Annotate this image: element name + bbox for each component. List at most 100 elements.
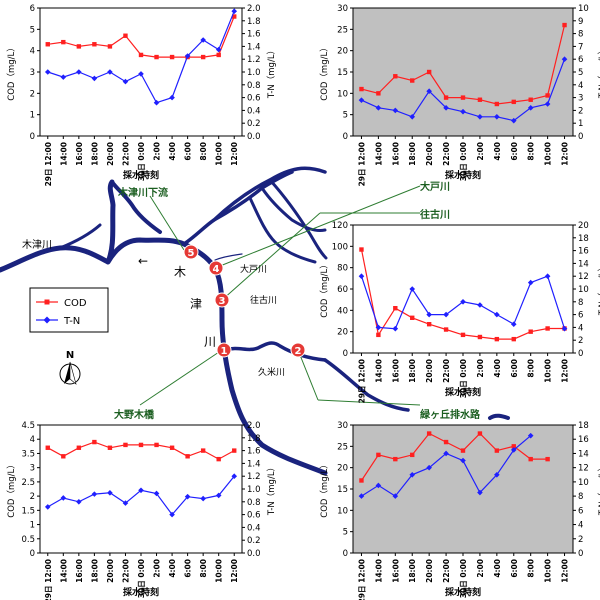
y-left-tick-label: 15 bbox=[337, 485, 348, 495]
station-1: 1 bbox=[216, 342, 232, 358]
x-tick-label: 4:00 bbox=[493, 359, 502, 378]
chart-ohnogibashi: 0 0.5 1 1.5 2 2.5 3 3.5 4 4.5 0.0 0.2 0.4 0.6 0.8 1.0 1.… bbox=[6, 421, 277, 600]
point-cod bbox=[45, 445, 50, 450]
north-arrow-icon: N bbox=[59, 350, 81, 385]
point-cod bbox=[107, 44, 113, 49]
point-cod bbox=[232, 448, 237, 453]
y-right-tick-label: 0.2 bbox=[247, 536, 261, 546]
y-right-tick-label: 1.0 bbox=[247, 485, 261, 495]
point-tn bbox=[409, 286, 416, 292]
point-cod bbox=[426, 431, 432, 436]
label-oto: 大戸川 bbox=[240, 263, 267, 275]
point-cod bbox=[376, 452, 381, 458]
y-right-tick-label: 8 bbox=[578, 492, 583, 502]
river-branch-west bbox=[110, 180, 162, 234]
point-tn bbox=[392, 493, 399, 499]
point-cod bbox=[545, 326, 550, 331]
y-right-axis-title: T-N（mg/L） bbox=[597, 263, 600, 316]
label-tsu: 津 bbox=[190, 297, 202, 311]
y-left-tick-label: 2.5 bbox=[21, 478, 35, 488]
legend-item-cod: COD bbox=[36, 298, 87, 309]
point-tn bbox=[477, 114, 483, 120]
river-map bbox=[0, 166, 510, 476]
river-midorigaoka-stub bbox=[488, 413, 510, 420]
y-left-tick-label: 20 bbox=[337, 47, 348, 57]
y-left-tick-label: 0 bbox=[343, 132, 348, 142]
y-left-tick-label: 30 bbox=[337, 4, 348, 14]
x-tick-label: 16:00 bbox=[75, 142, 84, 166]
point-cod bbox=[61, 39, 66, 45]
label-kizugawa: 木津川 bbox=[22, 239, 52, 251]
point-tn bbox=[494, 471, 500, 478]
y-right-tick-label: 3 bbox=[578, 94, 583, 104]
point-cod bbox=[232, 14, 237, 19]
point-tn bbox=[60, 74, 67, 80]
x-tick-label: 20:00 bbox=[425, 359, 434, 383]
point-cod bbox=[494, 336, 500, 342]
point-tn bbox=[200, 495, 206, 502]
point-tn bbox=[44, 69, 51, 75]
point-tn bbox=[153, 490, 160, 497]
point-tn bbox=[392, 325, 399, 332]
point-tn bbox=[561, 325, 568, 332]
label-midorigaoka: 緑ヶ丘排水路 bbox=[420, 408, 481, 421]
point-tn bbox=[231, 473, 238, 479]
point-cod bbox=[376, 332, 381, 338]
point-cod bbox=[545, 93, 550, 98]
y-right-tick-label: 1.2 bbox=[247, 55, 261, 65]
point-tn bbox=[122, 78, 129, 85]
point-cod bbox=[154, 54, 159, 60]
y-right-tick-label: 1.6 bbox=[247, 30, 261, 40]
x-tick-label: 14:00 bbox=[59, 559, 68, 583]
station-4-label: 4 bbox=[213, 264, 220, 275]
y-right-tick-label: 1.2 bbox=[247, 472, 261, 482]
leader-midorigaoka bbox=[297, 349, 319, 401]
point-tn bbox=[60, 495, 67, 501]
x-tick-label: 29日 12:00 bbox=[357, 559, 366, 600]
point-tn bbox=[409, 471, 416, 478]
y-left-tick-label: 0 bbox=[343, 349, 348, 359]
legend-label-tn: T-N bbox=[63, 316, 80, 327]
x-tick-label: 29日 12:00 bbox=[44, 559, 53, 600]
x-tick-label: 2:00 bbox=[476, 559, 485, 578]
river-west-tail bbox=[58, 223, 102, 250]
river-kume-tail bbox=[323, 358, 410, 412]
river-upper-right-2 bbox=[260, 186, 327, 232]
y-left-tick-label: 15 bbox=[337, 68, 348, 78]
river-kume bbox=[224, 341, 327, 362]
x-tick-label: 2:00 bbox=[153, 559, 162, 578]
series-line-cod bbox=[360, 432, 548, 481]
y-left-axis-title: COD（mg/L） bbox=[6, 43, 17, 100]
y-left-tick-label: 20 bbox=[337, 464, 348, 474]
station-3-label: 3 bbox=[219, 296, 226, 307]
river-oto-small bbox=[214, 253, 243, 261]
flow-arrow-icon: ← bbox=[138, 254, 148, 268]
x-tick-label: 6:00 bbox=[510, 142, 519, 161]
y-right-tick-label: 1.4 bbox=[247, 459, 261, 469]
y-right-tick-label: 2.0 bbox=[247, 4, 261, 14]
y-right-tick-label: 0.2 bbox=[247, 119, 261, 129]
point-tn bbox=[510, 321, 517, 327]
point-cod bbox=[123, 33, 128, 38]
point-tn bbox=[215, 492, 222, 499]
x-tick-label: 14:00 bbox=[374, 142, 383, 166]
x-axis-title: 採水時刻 bbox=[445, 386, 481, 398]
y-right-tick-label: 6 bbox=[578, 55, 583, 65]
y-right-axis-title: T-N（mg/L） bbox=[597, 463, 600, 516]
station-5: 5 bbox=[183, 244, 199, 260]
x-tick-label: 10:00 bbox=[544, 142, 553, 166]
point-cod bbox=[107, 445, 113, 450]
point-tn bbox=[527, 279, 534, 286]
leader-ohnogibashi bbox=[139, 349, 223, 406]
point-tn bbox=[460, 299, 466, 305]
point-tn bbox=[138, 71, 144, 77]
x-tick-label: 6:00 bbox=[184, 559, 193, 578]
x-tick-label: 20:00 bbox=[106, 142, 115, 166]
point-cod bbox=[528, 97, 533, 102]
y-left-tick-label: 20 bbox=[337, 328, 348, 338]
y-right-tick-label: 14 bbox=[578, 259, 589, 269]
y-left-axis-title: COD（mg/L） bbox=[319, 460, 330, 517]
y-right-tick-label: 12 bbox=[578, 272, 589, 282]
